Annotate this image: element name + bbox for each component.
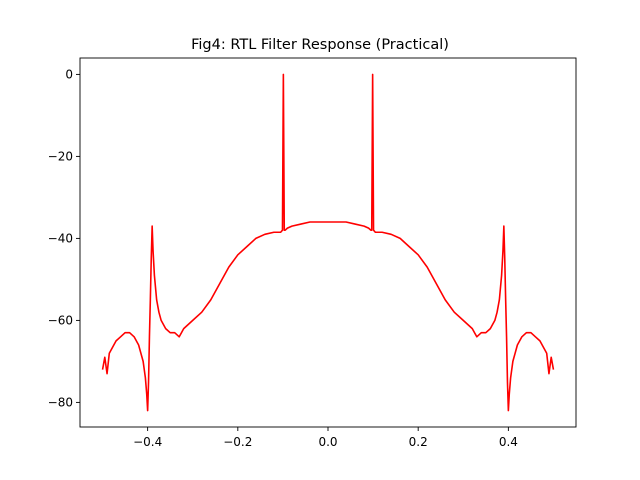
y-tick-label: 0 [65,67,73,81]
x-tick-label: 0.2 [409,435,428,449]
plot-area [80,58,576,427]
series-layer [101,73,555,412]
y-tick-label: −60 [48,313,73,327]
y-axis: 0 −20 −40 −60 −80 [48,67,80,409]
x-axis: −0.4 −0.2 0.0 0.2 0.4 [133,427,518,449]
y-tick-label: −80 [48,395,73,409]
y-tick-label: −40 [48,231,73,245]
x-tick-label: 0.0 [318,435,337,449]
chart-title: Fig4: RTL Filter Response (Practical) [191,37,449,53]
x-tick-label: 0.4 [499,435,518,449]
x-tick-label: −0.2 [223,435,252,449]
x-tick-label: −0.4 [133,435,162,449]
series-line-0 [101,73,555,412]
y-tick-label: −20 [48,149,73,163]
